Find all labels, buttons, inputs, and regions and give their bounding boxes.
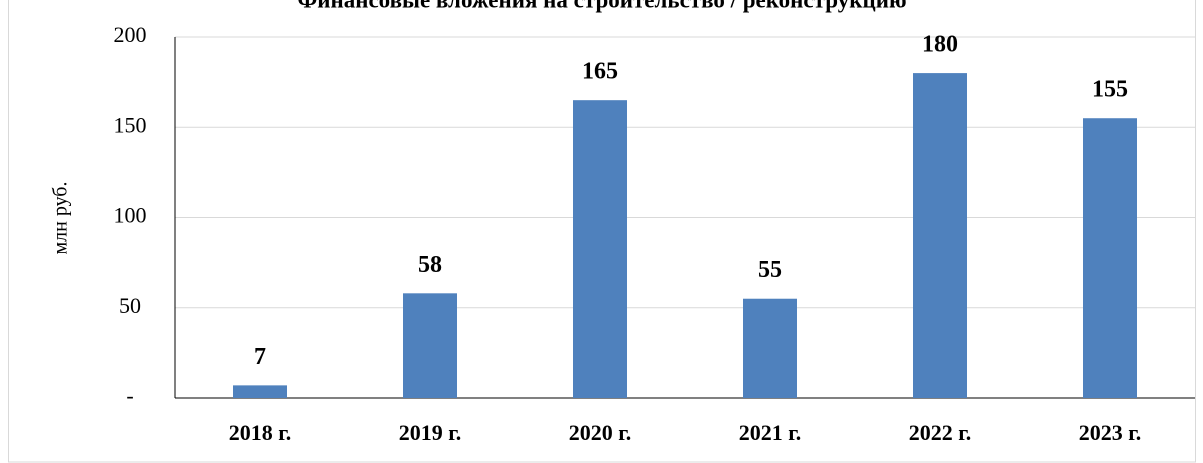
bar: [1083, 118, 1137, 398]
x-tick-label: 2023 г.: [1079, 420, 1142, 445]
bar: [573, 100, 627, 399]
x-tick-label: 2020 г.: [569, 420, 632, 445]
y-axis-label: млн руб.: [50, 182, 72, 255]
data-label: 180: [922, 32, 958, 58]
y-tick-label: 100: [114, 203, 147, 228]
x-tick-label: 2021 г.: [739, 420, 802, 445]
chart-title: Финансовые вложения на строительство / р…: [297, 0, 906, 12]
bar: [403, 293, 457, 398]
data-label: 155: [1092, 77, 1128, 103]
data-label: 7: [254, 344, 266, 370]
x-tick-label: 2022 г.: [909, 420, 972, 445]
y-tick-label: 150: [114, 112, 147, 137]
y-tick-label: -: [126, 383, 133, 408]
y-tick-label: 200: [114, 22, 147, 47]
bar: [913, 73, 967, 398]
data-label: 58: [418, 252, 442, 278]
data-label: 165: [582, 59, 618, 85]
bar: [233, 385, 287, 398]
chart-frame: [8, 0, 1196, 463]
data-label: 55: [758, 257, 782, 283]
x-tick-label: 2019 г.: [399, 420, 462, 445]
bar: [743, 298, 797, 398]
x-tick-label: 2018 г.: [229, 420, 292, 445]
y-tick-label: 50: [119, 293, 141, 318]
